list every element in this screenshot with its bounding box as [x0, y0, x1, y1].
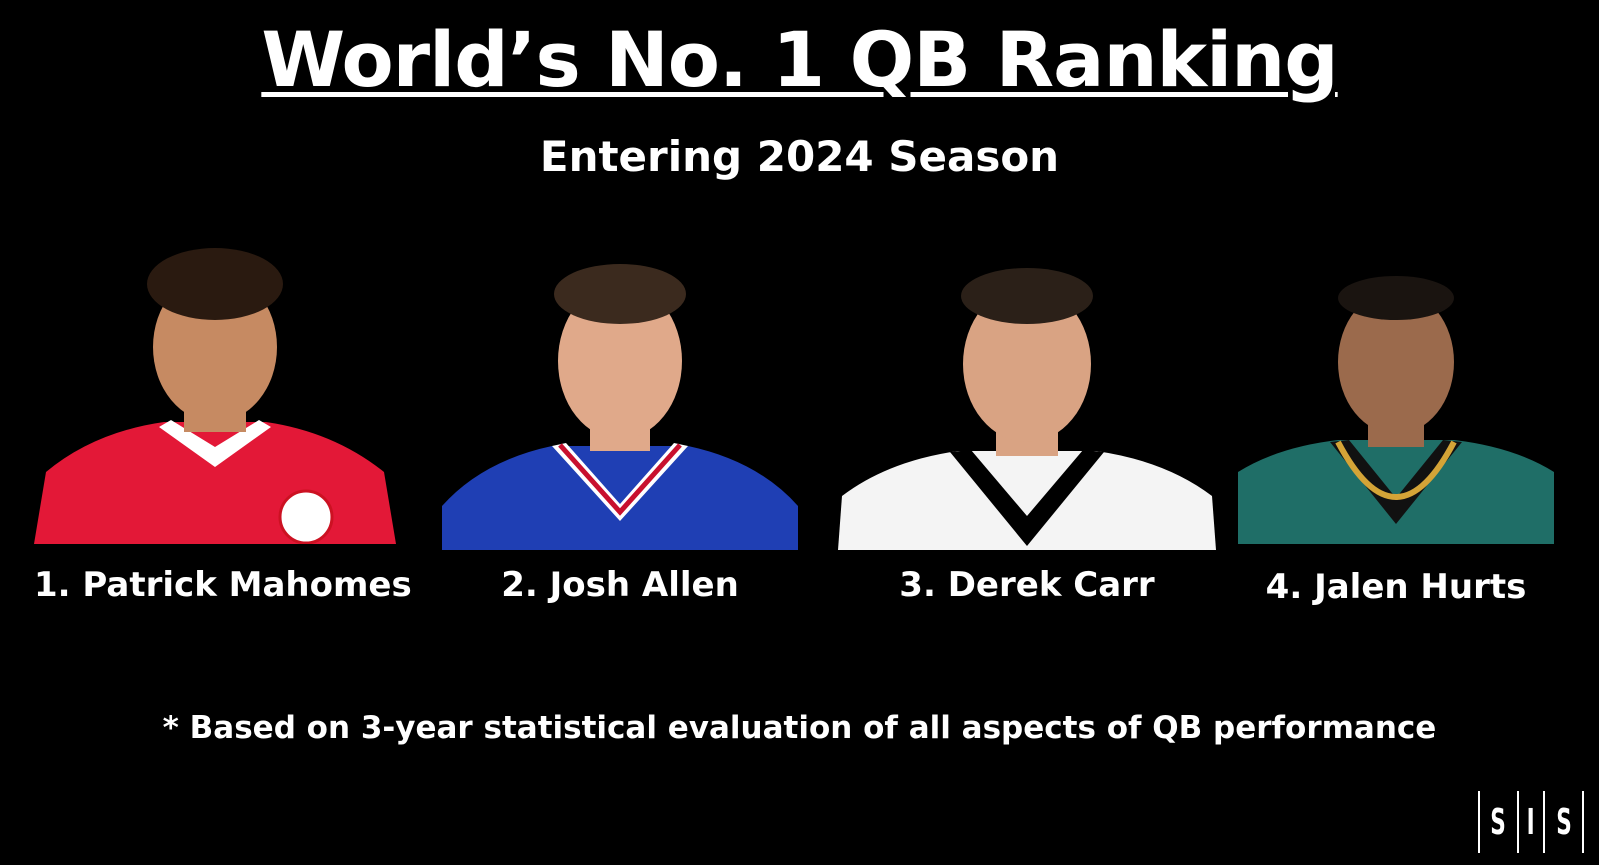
- collar-shape: [1330, 440, 1462, 524]
- player-portrait-3: [838, 268, 1216, 550]
- logo-divider: [1478, 791, 1480, 853]
- page-title-text: World’s No. 1 QB Ranking: [261, 15, 1338, 104]
- logo-divider: [1582, 791, 1584, 853]
- hair-shape: [147, 248, 283, 320]
- jersey-shape: [34, 422, 396, 544]
- page-title: World’s No. 1 QB Ranking: [0, 14, 1599, 105]
- jersey-shape: [442, 446, 798, 550]
- player-portrait-2: [442, 264, 798, 550]
- player-name-2: 2. Josh Allen: [501, 565, 739, 605]
- team-logo-shape: [278, 489, 334, 544]
- logo-letter: I: [1526, 801, 1536, 843]
- collar-stripe: [558, 443, 682, 516]
- sis-logo: S I S: [1478, 790, 1584, 854]
- head-shape: [1338, 290, 1454, 434]
- player-name-4: 4. Jalen Hurts: [1265, 567, 1527, 607]
- player-name-1: 1. Patrick Mahomes: [34, 565, 412, 605]
- jersey-shape: [838, 451, 1216, 550]
- logo-divider: [1516, 791, 1519, 853]
- collar-shape: [950, 450, 1104, 546]
- hair-shape: [961, 268, 1093, 324]
- head-shape: [558, 283, 682, 439]
- chain-shape: [1335, 440, 1457, 500]
- player-name-3: 3. Derek Carr: [899, 565, 1155, 605]
- player-portrait-4: [1238, 276, 1554, 544]
- head-shape: [963, 286, 1091, 442]
- logo-letter: S: [1555, 801, 1572, 843]
- player-portrait-1: [34, 248, 396, 544]
- logo-divider: [1543, 791, 1546, 853]
- hair-shape: [554, 264, 686, 324]
- hair-shape: [1338, 276, 1454, 320]
- logo-letter: S: [1490, 801, 1507, 843]
- player-photo-2: [442, 246, 798, 550]
- player-photo-3: [838, 246, 1216, 550]
- player-photo-1: [34, 232, 396, 544]
- footnote: * Based on 3-year statistical evaluation…: [162, 710, 1437, 746]
- jersey-shape: [1238, 440, 1554, 544]
- player-photo-4: [1238, 262, 1554, 544]
- page-subtitle: Entering 2024 Season: [539, 132, 1060, 181]
